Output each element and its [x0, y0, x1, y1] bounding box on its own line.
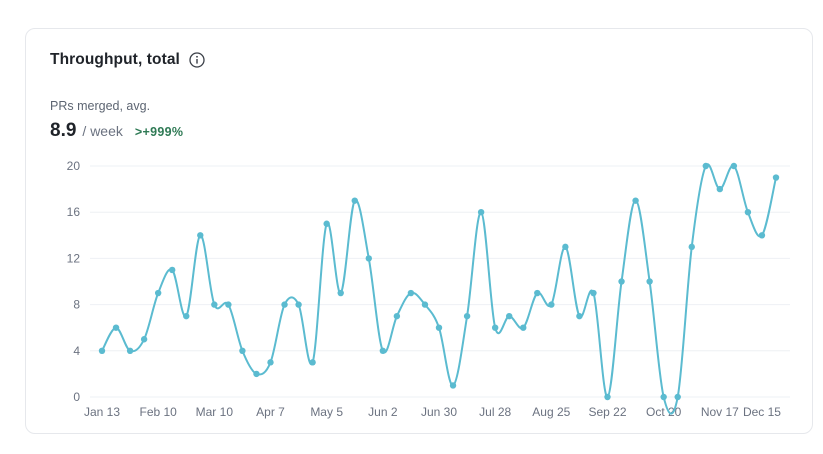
data-point[interactable]: [463, 312, 471, 320]
data-point[interactable]: [351, 197, 358, 204]
data-point[interactable]: [365, 255, 372, 262]
x-tick-label: Sep 22: [588, 405, 626, 419]
data-point[interactable]: [758, 232, 766, 239]
metric-label: PRs merged, avg.: [50, 99, 151, 113]
data-point[interactable]: [126, 347, 134, 354]
metric-unit: / week: [82, 123, 123, 139]
card-header: Throughput, total: [50, 51, 205, 69]
series-points: [98, 162, 780, 401]
x-tick-label: Aug 25: [532, 405, 570, 419]
data-point[interactable]: [393, 312, 401, 320]
data-point[interactable]: [239, 347, 246, 354]
data-point[interactable]: [491, 324, 499, 331]
data-point[interactable]: [211, 301, 218, 308]
data-point[interactable]: [646, 278, 653, 285]
data-point[interactable]: [562, 243, 569, 251]
data-point[interactable]: [744, 209, 752, 216]
data-point[interactable]: [520, 324, 527, 331]
data-point[interactable]: [421, 301, 429, 308]
data-point[interactable]: [225, 301, 232, 308]
metric-delta-badge: >+999%: [134, 125, 184, 139]
data-point[interactable]: [590, 289, 597, 297]
data-point[interactable]: [183, 312, 190, 320]
x-tick-label: Mar 10: [196, 405, 234, 419]
data-point[interactable]: [407, 289, 415, 297]
x-tick-label: Jun 30: [421, 405, 457, 419]
data-point[interactable]: [702, 162, 709, 170]
x-tick-label: Dec 15: [743, 405, 781, 419]
metric-row: 8.9 / week >+999%: [50, 120, 183, 142]
data-point[interactable]: [337, 289, 344, 297]
data-point[interactable]: [632, 197, 639, 204]
x-tick-label: Jun 2: [368, 405, 398, 419]
x-tick-label: Apr 7: [256, 405, 285, 419]
series-line: [101, 163, 777, 415]
y-tick-label: 20: [67, 159, 81, 173]
data-point[interactable]: [604, 393, 611, 401]
data-point[interactable]: [253, 370, 260, 378]
data-point[interactable]: [618, 278, 625, 285]
data-point[interactable]: [295, 301, 302, 308]
y-tick-label: 4: [73, 344, 80, 358]
data-point[interactable]: [477, 209, 485, 216]
data-point[interactable]: [98, 347, 106, 354]
data-point[interactable]: [112, 324, 120, 331]
x-tick-label: Oct 20: [646, 405, 682, 419]
data-point[interactable]: [534, 289, 541, 297]
x-tick-label: Feb 10: [139, 405, 177, 419]
info-icon[interactable]: [189, 52, 205, 68]
chart-y-axis: 0 4 8 12 16 20: [67, 159, 81, 404]
y-tick-label: 12: [67, 251, 81, 265]
data-point[interactable]: [309, 359, 316, 366]
x-tick-label: Jan 13: [84, 405, 120, 419]
metric-value: 8.9: [50, 120, 77, 141]
data-point[interactable]: [716, 185, 724, 193]
data-point[interactable]: [197, 232, 204, 239]
x-tick-label: Nov 17: [701, 405, 739, 419]
data-point[interactable]: [169, 266, 176, 274]
data-point[interactable]: [154, 289, 162, 297]
y-tick-label: 0: [73, 390, 80, 404]
data-point[interactable]: [323, 220, 330, 227]
x-tick-label: Jul 28: [479, 405, 511, 419]
data-point[interactable]: [281, 301, 288, 308]
data-point[interactable]: [576, 312, 583, 320]
card-title: Throughput, total: [50, 51, 180, 68]
data-point[interactable]: [730, 162, 738, 170]
data-point[interactable]: [449, 382, 457, 389]
data-point[interactable]: [660, 393, 667, 401]
chart-gridlines: [90, 165, 790, 398]
y-tick-label: 8: [73, 298, 80, 312]
data-point[interactable]: [506, 312, 513, 320]
data-point[interactable]: [674, 393, 681, 401]
data-point[interactable]: [435, 324, 443, 331]
data-point[interactable]: [379, 347, 387, 354]
data-point[interactable]: [140, 336, 148, 343]
data-point[interactable]: [548, 301, 555, 308]
data-point[interactable]: [267, 359, 274, 366]
y-tick-label: 16: [67, 205, 81, 219]
x-tick-label: May 5: [310, 405, 343, 419]
data-point[interactable]: [772, 174, 780, 181]
throughput-card: Throughput, total PRs merged, avg. 8.9 /…: [25, 28, 813, 434]
chart-x-axis: Jan 13 Feb 10 Mar 10 Apr 7 May 5 Jun 2 Jun 30 J…: [84, 405, 781, 419]
data-point[interactable]: [688, 243, 695, 251]
